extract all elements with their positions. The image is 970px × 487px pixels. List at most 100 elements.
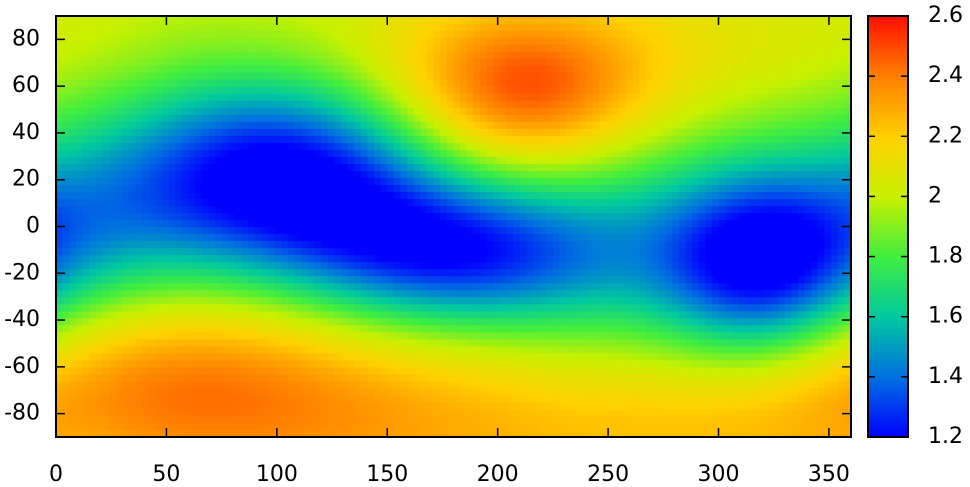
- heatmap-cell: [586, 205, 594, 214]
- heatmap-cell: [287, 261, 296, 270]
- heatmap-cell: [281, 359, 289, 368]
- heatmap-cell: [605, 415, 614, 424]
- heatmap-cell: [466, 156, 474, 164]
- heatmap-cell: [420, 429, 428, 438]
- heatmap-cell: [499, 233, 508, 242]
- heatmap-cell: [354, 352, 362, 361]
- heatmap-cell: [387, 156, 395, 164]
- heatmap-cell: [62, 429, 70, 438]
- heatmap-cell: [135, 352, 143, 361]
- heatmap-cell: [665, 359, 673, 368]
- heatmap-cell: [625, 184, 633, 193]
- heatmap-cell: [95, 254, 103, 263]
- heatmap-cell: [625, 338, 633, 347]
- heatmap-cell: [201, 254, 209, 263]
- heatmap-cell: [473, 177, 481, 185]
- heatmap-cell: [155, 212, 163, 221]
- heatmap-cell: [188, 387, 196, 396]
- heatmap-cell: [612, 380, 620, 389]
- heatmap-cell: [572, 219, 580, 228]
- heatmap-cell: [791, 226, 799, 235]
- heatmap-cell: [533, 289, 541, 298]
- heatmap-cell: [287, 275, 296, 284]
- heatmap-cell: [831, 380, 839, 389]
- heatmap-cell: [427, 289, 435, 298]
- heatmap-cell: [711, 191, 720, 200]
- heatmap-cell: [135, 219, 143, 228]
- heatmap-cell: [579, 415, 587, 424]
- heatmap-cell: [413, 380, 421, 389]
- heatmap-cell: [764, 261, 773, 270]
- heatmap-cell: [513, 296, 521, 305]
- heatmap-cell: [367, 212, 375, 221]
- heatmap-cell: [811, 352, 819, 361]
- heatmap-cell: [566, 212, 574, 221]
- heatmap-cell: [658, 198, 667, 207]
- heatmap-cell: [261, 408, 269, 417]
- heatmap-cell: [307, 233, 315, 242]
- heatmap-cell: [261, 184, 269, 193]
- heatmap-cell: [407, 345, 415, 354]
- heatmap-cell: [645, 429, 653, 438]
- heatmap-cell: [195, 401, 203, 410]
- heatmap-cell: [321, 240, 329, 249]
- heatmap-cell: [354, 212, 362, 221]
- heatmap-cell: [738, 331, 746, 340]
- heatmap-cell: [208, 387, 216, 396]
- heatmap-cell: [327, 289, 335, 298]
- heatmap-cell: [102, 247, 110, 256]
- heatmap-cell: [380, 163, 388, 171]
- heatmap-cell: [619, 366, 627, 375]
- heatmap-cell: [142, 233, 150, 242]
- heatmap-cell: [592, 394, 600, 403]
- heatmap-cell: [559, 142, 567, 150]
- heatmap-cell: [122, 268, 130, 277]
- heatmap-cell: [281, 149, 289, 157]
- heatmap-cell: [751, 240, 759, 249]
- heatmap-cell: [228, 275, 236, 284]
- heatmap-cell: [215, 345, 223, 354]
- heatmap-cell: [75, 317, 84, 326]
- heatmap-cell: [69, 163, 77, 171]
- heatmap-cell: [480, 142, 488, 150]
- heatmap-cell: [135, 170, 143, 178]
- heatmap-cell: [321, 359, 329, 368]
- heatmap-cell: [480, 212, 488, 221]
- heatmap-cell: [824, 184, 832, 193]
- heatmap-cell: [407, 296, 415, 305]
- heatmap-cell: [480, 268, 488, 277]
- heatmap-cell: [175, 163, 183, 171]
- heatmap-cell: [413, 310, 421, 319]
- heatmap-cell: [513, 331, 521, 340]
- heatmap-cell: [559, 422, 567, 431]
- heatmap-cell: [62, 387, 70, 396]
- heatmap-cell: [499, 310, 508, 319]
- heatmap-cell: [605, 401, 614, 410]
- heatmap-cell: [62, 247, 70, 256]
- heatmap-cell: [552, 429, 561, 438]
- heatmap-cell: [460, 261, 468, 270]
- heatmap-cell: [420, 373, 428, 382]
- heatmap-cell: [420, 184, 428, 193]
- heatmap-cell: [837, 303, 845, 312]
- heatmap-cell: [731, 324, 739, 333]
- heatmap-cell: [605, 408, 614, 417]
- heatmap-cell: [393, 401, 402, 410]
- heatmap-cell: [407, 303, 415, 312]
- heatmap-cell: [89, 212, 97, 221]
- heatmap-cell: [658, 373, 667, 382]
- heatmap-cell: [188, 226, 196, 235]
- heatmap-cell: [340, 387, 349, 396]
- heatmap-cell: [764, 352, 773, 361]
- heatmap-cell: [162, 366, 170, 375]
- heatmap-cell: [513, 394, 521, 403]
- heatmap-cell: [420, 219, 428, 228]
- heatmap-cell: [605, 247, 614, 256]
- heatmap-cell: [639, 345, 647, 354]
- heatmap-cell: [586, 345, 594, 354]
- heatmap-cell: [599, 156, 607, 164]
- heatmap-cell: [95, 142, 103, 150]
- heatmap-cell: [287, 415, 296, 424]
- heatmap-cell: [533, 184, 541, 193]
- heatmap-cell: [268, 226, 276, 235]
